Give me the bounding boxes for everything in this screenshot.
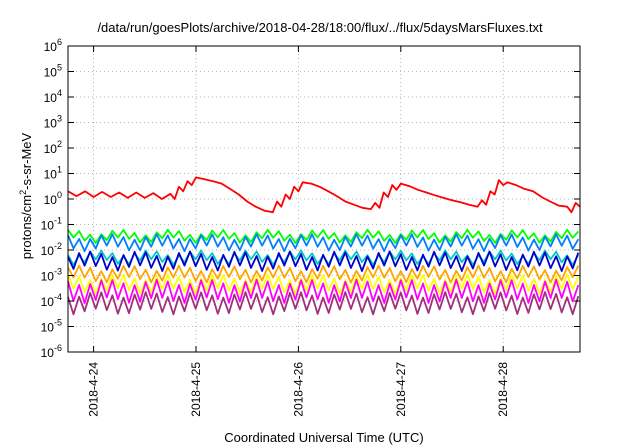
- y-tick-label: 10-2: [41, 241, 62, 258]
- y-tick-label: 101: [44, 165, 62, 182]
- x-axis-label: Coordinated Universal Time (UTC): [224, 430, 424, 445]
- series-line-1: [67, 176, 581, 214]
- x-axis: 2018-4-24 2018-4-25 2018-4-26 2018-4-27 2018…: [87, 46, 510, 417]
- x-tick-label: 2018-4-28: [496, 362, 510, 417]
- y-tick-label: 102: [44, 139, 62, 156]
- y-tick-label: 100: [44, 190, 62, 207]
- series-line-9: [67, 291, 580, 316]
- series-line-2: [67, 228, 579, 244]
- x-tick-label: 2018-4-24: [87, 362, 101, 417]
- y-tick-label: 10-5: [41, 318, 62, 335]
- series-line-3: [67, 233, 580, 253]
- y-tick-label: 104: [44, 88, 62, 105]
- series-line-8: [67, 278, 580, 304]
- y-axis-label: protons/cm2-s-sr-MeV: [17, 132, 35, 260]
- y-tick-label: 105: [44, 63, 62, 80]
- y-tick-label: 10-4: [41, 292, 62, 309]
- y-axis: 10-6 10-5 10-4 10-3 10-2 10-1 100 101 102 103 104 1…: [41, 37, 580, 360]
- chart-title: /data/run/goesPlots/archive/2018-04-28/1…: [97, 20, 543, 35]
- x-tick-label: 2018-4-27: [394, 362, 408, 417]
- y-tick-label: 103: [44, 114, 62, 131]
- x-tick-label: 2018-4-25: [189, 362, 203, 417]
- y-tick-label: 10-3: [41, 267, 62, 284]
- series-line-6: [67, 264, 580, 284]
- series-line-7: [67, 273, 580, 295]
- grid: [68, 46, 580, 352]
- y-tick-label: 10-6: [41, 343, 62, 360]
- y-tick-label: 10-1: [41, 216, 62, 233]
- x-tick-label: 2018-4-26: [291, 362, 305, 417]
- y-tick-label: 106: [44, 37, 62, 54]
- series-line-5: [67, 250, 580, 272]
- series-group: [67, 176, 581, 316]
